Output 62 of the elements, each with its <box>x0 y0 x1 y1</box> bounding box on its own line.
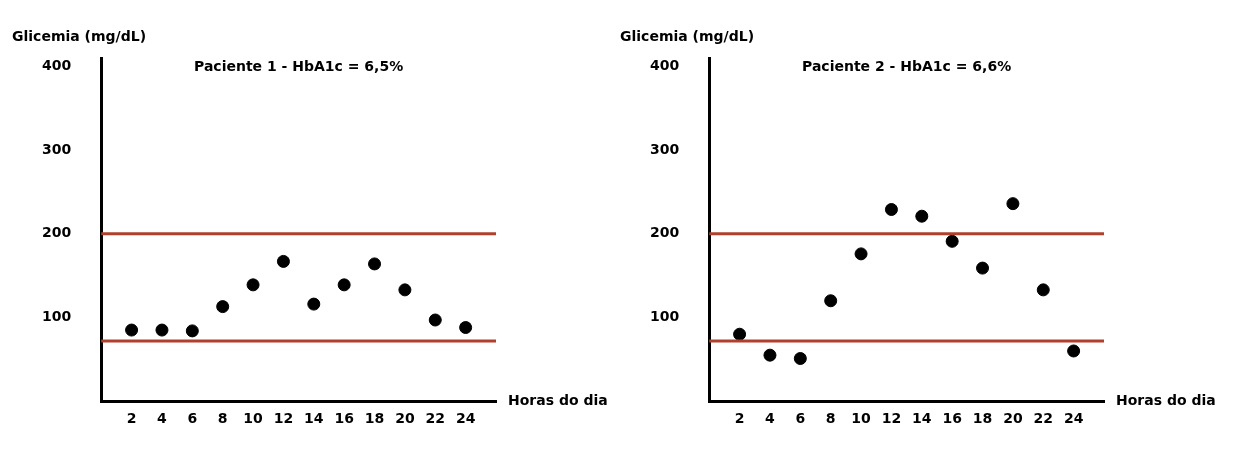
point <box>824 294 838 308</box>
x-tick-label: 10 <box>243 410 264 427</box>
chart-title: Paciente 1 - HbA1c = 6,5% <box>194 57 404 74</box>
y-tick-label: 100 <box>649 308 680 325</box>
x-tick-label: 14 <box>304 410 324 427</box>
x-tick-label: 12 <box>881 410 902 427</box>
x-tick-label: 4 <box>157 410 168 427</box>
point <box>1067 344 1081 358</box>
point <box>276 254 290 268</box>
x-tick-label: 22 <box>425 410 446 427</box>
x-tick-label: 2 <box>126 410 137 427</box>
point <box>459 321 473 335</box>
y-tick-label: 300 <box>649 140 680 157</box>
point <box>763 348 777 362</box>
point <box>125 323 139 337</box>
point <box>733 327 747 341</box>
y-tick-label: 200 <box>649 224 680 241</box>
point <box>854 247 868 261</box>
x-axis-title: Horas do dia <box>508 391 608 408</box>
x-tick-label: 10 <box>851 410 872 427</box>
point <box>185 324 199 338</box>
point <box>368 257 382 271</box>
point <box>428 313 442 327</box>
point <box>1006 197 1020 211</box>
x-tick-label: 2 <box>734 410 745 427</box>
point <box>884 203 898 217</box>
y-axis-title: Glicemia (mg/dL) <box>620 27 755 44</box>
point <box>246 278 260 292</box>
y-tick-label: 200 <box>41 224 72 241</box>
x-tick-label: 14 <box>912 410 932 427</box>
y-tick-label: 300 <box>41 140 72 157</box>
x-tick-label: 20 <box>395 410 415 427</box>
x-tick-label: 8 <box>217 410 228 427</box>
x-tick-label: 16 <box>334 410 354 427</box>
point <box>945 234 959 248</box>
point <box>915 209 929 223</box>
x-tick-label: 24 <box>455 410 476 427</box>
x-tick-label: 22 <box>1033 410 1054 427</box>
x-tick-label: 6 <box>795 410 806 427</box>
y-axis-title: Glicemia (mg/dL) <box>12 27 147 44</box>
point <box>976 261 990 275</box>
point <box>307 297 321 311</box>
y-tick-label: 100 <box>41 308 72 325</box>
point <box>398 283 412 297</box>
point <box>793 352 807 366</box>
chart-title: Paciente 2 - HbA1c = 6,6% <box>802 57 1012 74</box>
x-axis-title: Horas do dia <box>1116 391 1216 408</box>
x-tick-label: 16 <box>942 410 962 427</box>
x-tick-label: 8 <box>825 410 836 427</box>
x-tick-label: 18 <box>364 410 385 427</box>
x-tick-label: 12 <box>273 410 294 427</box>
point <box>155 323 169 337</box>
point <box>216 300 230 314</box>
y-tick-label: 400 <box>649 57 680 74</box>
x-tick-label: 24 <box>1063 410 1084 427</box>
point <box>337 278 351 292</box>
x-tick-label: 20 <box>1003 410 1023 427</box>
point <box>1036 283 1050 297</box>
y-tick-label: 400 <box>41 57 72 74</box>
x-tick-label: 6 <box>187 410 198 427</box>
x-tick-label: 4 <box>765 410 776 427</box>
x-tick-label: 18 <box>972 410 993 427</box>
